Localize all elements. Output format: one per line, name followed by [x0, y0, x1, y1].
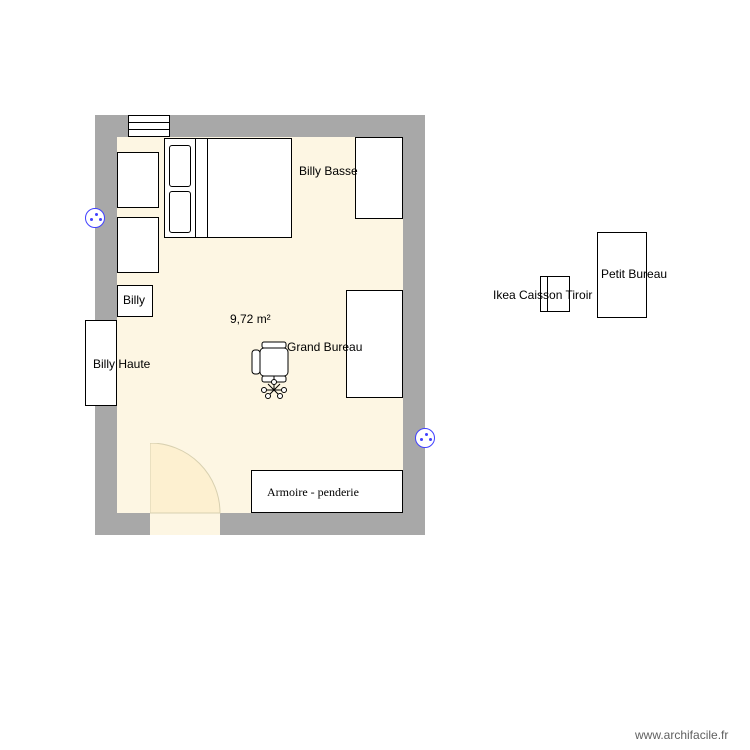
nightstand-1	[117, 152, 159, 208]
bed	[164, 138, 292, 238]
petit-bureau-label: Petit Bureau	[601, 267, 667, 281]
office-chair	[248, 330, 300, 402]
room-area-label: 9,72 m²	[230, 312, 271, 326]
billy-haute-label: Billy Haute	[93, 357, 150, 371]
billy-basse-shelf	[355, 137, 403, 219]
door-arc	[150, 443, 222, 515]
power-outlet-left	[85, 208, 105, 228]
armoire-label: Armoire - penderie	[267, 485, 359, 500]
billy-basse-label: Billy Basse	[299, 164, 358, 178]
billy-small-label: Billy	[123, 293, 145, 307]
nightstand-2	[117, 217, 159, 273]
watermark: www.archifacile.fr	[635, 728, 728, 742]
door-opening	[150, 513, 220, 535]
ikea-caisson-label: Ikea Caisson Tiroir	[493, 288, 592, 302]
window-top	[128, 115, 170, 137]
power-outlet-right	[415, 428, 435, 448]
floorplan-canvas: Billy Basse Billy Billy Haute Grand Bure…	[0, 0, 750, 750]
